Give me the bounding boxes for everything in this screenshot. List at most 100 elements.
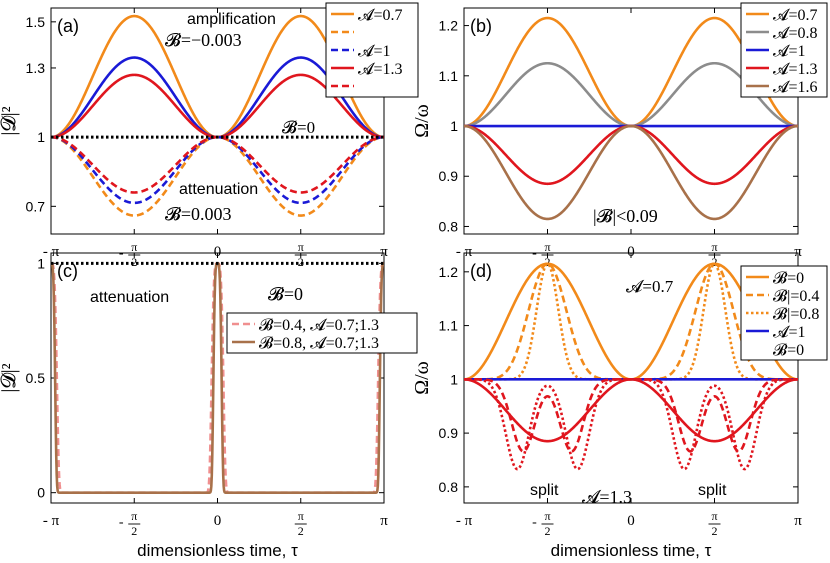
annotation-zero: 𝓑=0 [282, 118, 315, 137]
x-axis-label: dimensionless time, τ [137, 541, 298, 560]
legend: 𝓐=0.7𝓐=0.8𝓐=1𝓐=1.3𝓐=1.6 [740, 2, 828, 98]
y-tick-label: 1 [450, 371, 458, 387]
x-tick-den: 2 [712, 524, 718, 538]
legend-label: 𝓑|=0.4 [773, 288, 819, 305]
legend-label: 𝓐=0.7 [358, 7, 402, 24]
y-tick-label: 1.1 [439, 68, 459, 84]
y-tick-label: 0 [37, 485, 45, 501]
x-tick-label: π [794, 244, 802, 260]
x-tick-den: 2 [298, 255, 304, 269]
panel-label: (a) [57, 16, 79, 36]
legend-box [740, 265, 828, 361]
x-tick-label: 0 [214, 244, 222, 260]
annotation-amp_title: amplification [187, 11, 276, 28]
y-axis-label: |𝓓|² [0, 106, 20, 135]
series-line-5 [51, 135, 384, 194]
x-tick-label: - π [43, 513, 60, 529]
annotation-split2: split [698, 482, 727, 499]
panel-label: (d) [470, 261, 492, 281]
x-axis-label: dimensionless time, τ [551, 541, 712, 560]
annotation-att_title: attenuation [90, 289, 169, 306]
y-tick-label: 1.1 [439, 318, 459, 334]
x-tick-num: π [298, 509, 304, 523]
legend-box [226, 312, 418, 354]
x-tick-den: 2 [298, 524, 304, 538]
y-tick-label: 0.9 [439, 168, 459, 184]
y-axis-label: Ω/ω [411, 104, 433, 138]
x-tick-label: 0 [214, 513, 222, 529]
legend: 𝓑=0.4, 𝓐=0.7;1.3𝓑=0.8, 𝓐=0.7;1.3 [226, 312, 418, 354]
legend-label: 𝓐=1 [358, 43, 390, 60]
x-tick-den: 2 [712, 255, 718, 269]
y-tick-label: 1.2 [439, 18, 459, 34]
x-tick-label: π [380, 513, 388, 529]
panel-label: (b) [470, 16, 492, 36]
y-tick-label: 0.5 [26, 370, 46, 386]
x-tick-label: - π [456, 513, 473, 529]
series-line-4 [464, 124, 798, 221]
panel-d: - π - π20 π2π0.80.911.11.2Ω/ωdimensionless … [411, 252, 828, 560]
x-tick-den: 2 [544, 255, 550, 269]
y-tick-label: 1.2 [439, 264, 459, 280]
legend-label: 𝓐=1.6 [773, 79, 817, 96]
legend: 𝓑=0𝓑|=0.4𝓑|=0.8𝓐=1𝓑=0 [740, 265, 828, 361]
y-tick-label: 1 [37, 255, 45, 271]
y-tick-label: 1.3 [26, 60, 46, 76]
x-tick-num: π [544, 240, 550, 254]
panel-label: (c) [57, 261, 78, 281]
legend-label: 𝓑=0 [773, 342, 804, 359]
annotation-split1: split [530, 482, 559, 499]
y-axis-label: Ω/ω [411, 361, 433, 395]
x-tick-num: π [711, 240, 717, 254]
x-tick-label: 0 [627, 513, 635, 529]
series-line-6 [464, 378, 798, 471]
x-tick-den: 2 [131, 255, 137, 269]
x-tick-label: - π [456, 244, 473, 260]
annotation-amp_value: 𝓑=−0.003 [165, 30, 242, 50]
y-axis-label: |𝓓|² [0, 363, 20, 392]
legend-label: 𝓐=0.8 [773, 25, 817, 42]
legend-label: 𝓐=1 [773, 43, 805, 60]
series-group [51, 261, 384, 494]
x-tick-den: 2 [544, 524, 550, 538]
x-tick-label: π2 [708, 509, 721, 538]
annotation-zero: 𝓑=0 [268, 284, 303, 304]
y-tick-label: 0.8 [439, 479, 459, 495]
x-tick-sign: - [119, 515, 124, 530]
legend-label: 𝓐=0.7 [773, 7, 817, 24]
x-tick-num: π [544, 509, 550, 523]
legend-box [325, 2, 419, 98]
legend-label: 𝓐=1 [773, 324, 805, 341]
y-tick-label: 0.9 [439, 425, 459, 441]
y-tick-label: 1 [450, 118, 458, 134]
x-tick-label: π2 [294, 509, 307, 538]
legend-label: 𝓐=1.3 [358, 61, 402, 78]
annotation-a13: 𝓐=1.3 [582, 487, 632, 507]
legend: 𝓐=0.7 𝓐=1𝓐=1.3 [325, 2, 419, 98]
legend-label: 𝓑=0.4, 𝓐=0.7;1.3 [259, 317, 379, 334]
x-tick-label: - π [43, 244, 60, 260]
x-tick-label: - π2 [119, 509, 141, 538]
y-tick-label: 1 [37, 129, 45, 145]
annotation-att_title: attenuation [179, 181, 258, 198]
x-tick-den: 2 [131, 524, 137, 538]
legend-label: 𝓑=0 [773, 270, 804, 287]
annotation-condition: |𝓑|<0.09 [593, 206, 658, 226]
y-tick-label: 0.7 [26, 198, 46, 214]
y-tick-label: 0.8 [439, 218, 459, 234]
x-tick-num: π [131, 240, 137, 254]
x-tick-label: π [794, 513, 802, 529]
x-tick-sign: - [532, 515, 537, 530]
legend-label: 𝓐=1.3 [773, 61, 817, 78]
panel-b: - π - π20 π2π0.80.911.11.2Ω/ω(b)|𝓑|<0.09𝓐=0… [411, 2, 828, 269]
series-line-5 [464, 378, 798, 453]
legend-label: 𝓑=0.8, 𝓐=0.7;1.3 [259, 335, 379, 352]
x-tick-num: π [298, 240, 304, 254]
y-tick-label: 1.5 [26, 14, 46, 30]
x-tick-num: π [131, 509, 137, 523]
series-line-3 [464, 124, 798, 186]
annotation-att_value: 𝓑=0.003 [165, 204, 232, 224]
